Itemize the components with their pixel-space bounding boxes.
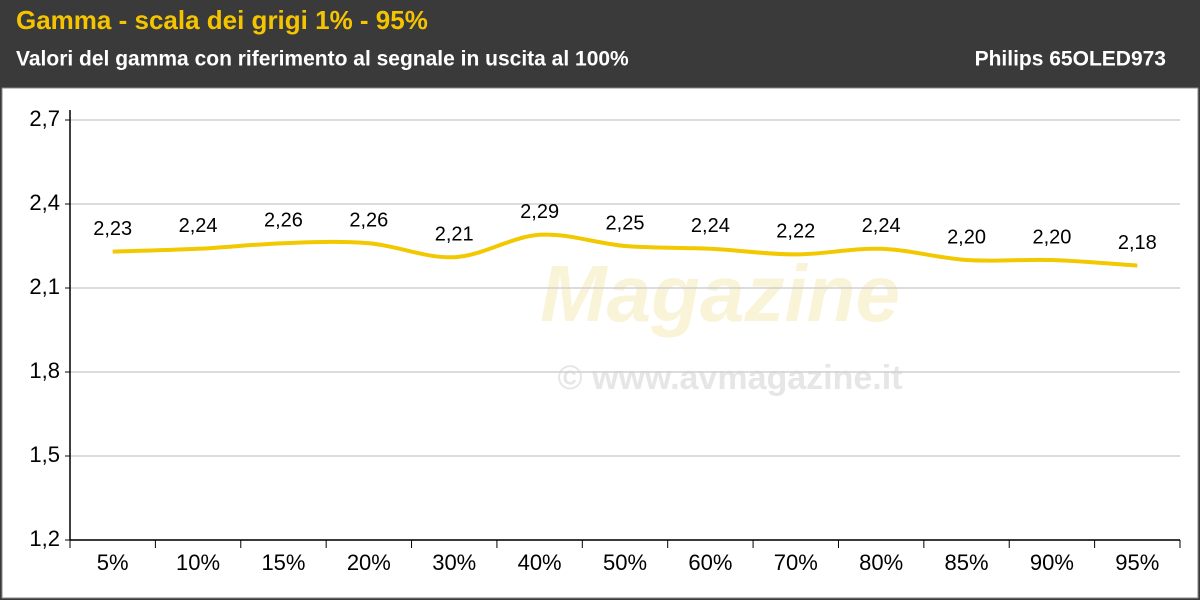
x-tick-label: 5%	[97, 550, 129, 575]
model-name: Philips 65OLED973	[975, 48, 1166, 71]
data-label: 2,26	[349, 209, 388, 231]
data-label: 2,24	[862, 215, 901, 237]
data-label: 2,24	[691, 215, 730, 237]
data-label: 2,18	[1118, 232, 1157, 254]
watermark: © www.avmagazine.it	[558, 359, 903, 397]
data-label: 2,26	[264, 209, 303, 231]
x-tick-label: 50%	[603, 550, 647, 575]
x-tick-label: 95%	[1115, 550, 1159, 575]
data-label: 2,23	[93, 218, 132, 240]
y-tick-label: 2,7	[29, 106, 60, 131]
x-tick-label: 90%	[1030, 550, 1074, 575]
line	[112, 232, 1138, 268]
data-label: 2,29	[520, 201, 559, 223]
plot-panel	[1, 87, 1199, 599]
chart-subtitle: Valori del gamma con riferimento al segn…	[16, 48, 629, 71]
data-label: 2,22	[776, 221, 815, 243]
x-tick-label: 40%	[518, 550, 562, 575]
x-tick-label: 10%	[176, 550, 220, 575]
data-label: 2,20	[1032, 226, 1071, 248]
y-tick-label: 1,8	[29, 358, 60, 383]
data-label: 2,20	[947, 226, 986, 248]
x-tick-label: 80%	[859, 550, 903, 575]
y-tick-label: 1,2	[29, 526, 60, 551]
x-tick-label: 20%	[347, 550, 391, 575]
data-label: 2,25	[606, 212, 645, 234]
watermark-logo: Magazine	[540, 249, 900, 338]
x-tick-label: 70%	[774, 550, 818, 575]
x-tick-label: 60%	[688, 550, 732, 575]
x-tick-label: 30%	[432, 550, 476, 575]
y-tick-label: 2,4	[29, 190, 60, 215]
x-tick-label: 15%	[261, 550, 305, 575]
y-tick-label: 2,1	[29, 274, 60, 299]
data-label: 2,21	[435, 223, 474, 245]
chart-title: Gamma - scala dei grigi 1% - 95%	[16, 5, 428, 35]
data-label: 2,24	[179, 215, 218, 237]
x-tick-label: 85%	[945, 550, 989, 575]
y-tick-label: 1,5	[29, 442, 60, 467]
